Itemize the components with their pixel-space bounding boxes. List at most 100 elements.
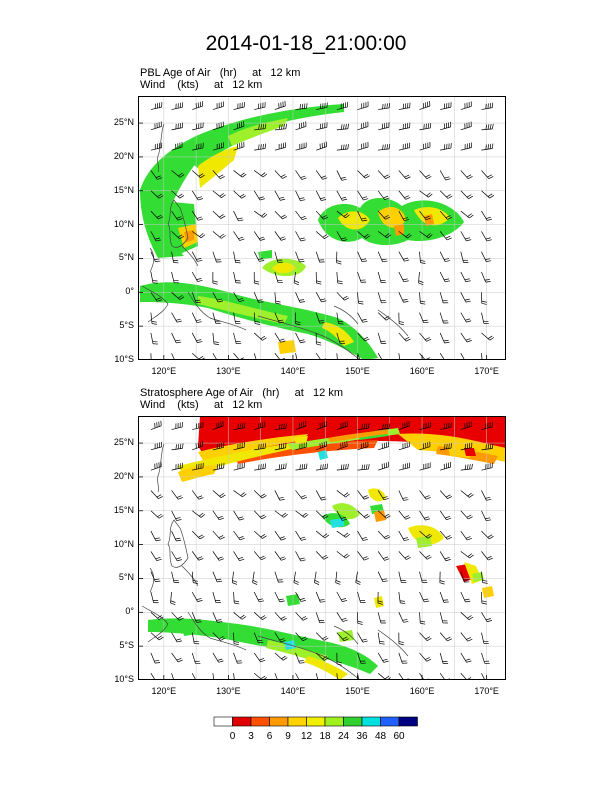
strat-wind-barb (419, 632, 432, 641)
strat-wind-barb (398, 673, 409, 680)
strat-lat-label: 15°N (113, 504, 134, 515)
strat-wind-barb (171, 612, 184, 621)
pbl-wind-barb (233, 312, 241, 325)
pbl-wind-barb (171, 251, 179, 264)
pbl-wind-barb (233, 190, 247, 199)
strat-wind-barb (419, 551, 432, 560)
pbl-lon-label: 130°E (216, 366, 241, 376)
pbl-wind-barb (398, 231, 412, 239)
strat-wind-barb (398, 421, 410, 430)
pbl-wind-barb (254, 102, 266, 110)
pbl-wind-barb (295, 121, 307, 131)
pbl-wind-barb (357, 292, 364, 305)
strat-wind-barb (439, 551, 451, 562)
pbl-wind-barb (419, 292, 426, 305)
strat-wind-barbs (150, 420, 494, 680)
strat-wind-barb (357, 632, 368, 643)
pbl-wind-barb (377, 170, 391, 179)
strat-wind-barb (150, 632, 164, 641)
strat-age-map (138, 416, 506, 680)
pbl-wind-barb (481, 102, 494, 110)
strat-wind-barb (419, 612, 426, 625)
strat-wind-barb (233, 462, 245, 471)
strat-wind-barb (191, 591, 203, 602)
strat-wind-barb (233, 422, 246, 430)
pbl-wind-barb (295, 142, 307, 151)
strat-wind-barb (398, 652, 408, 664)
pbl-wind-barb (274, 292, 281, 305)
strat-wind-barb (316, 441, 327, 451)
colorbar-label: 0 (230, 731, 236, 742)
strat-wind-barb (191, 652, 201, 664)
colorbar-box (232, 716, 252, 727)
strat-lon-label: 150°E (345, 686, 370, 696)
pbl-wind-barb (191, 292, 202, 303)
pbl-lon-label: 170°E (474, 366, 499, 376)
colorbar-box (250, 716, 270, 727)
strat-wind-barb (316, 463, 329, 471)
strat-wind-barb (336, 421, 348, 430)
pbl-wind-barb (233, 251, 241, 264)
pbl-wind-barb (171, 190, 185, 199)
strat-wind-barb (357, 423, 370, 430)
strat-wind-barb (439, 652, 449, 664)
pbl-wind-barb (233, 332, 242, 345)
colorbar-box (213, 716, 233, 727)
strat-wind-barb (253, 530, 267, 539)
strat-wind-barb (274, 442, 287, 451)
pbl-wind-barb (295, 353, 298, 360)
strat-wind-barb (295, 442, 307, 451)
strat-wind-barb (212, 551, 224, 561)
strat-wind-barb (274, 591, 285, 603)
strat-wind-barb (233, 530, 245, 541)
pbl-wind-barb (150, 210, 164, 220)
strat-wind-barb (419, 571, 428, 583)
pbl-wind-barb (481, 292, 487, 305)
strat-wind-barb (315, 490, 327, 501)
pbl-wind-barb (192, 231, 206, 239)
strat-wind-barb (439, 530, 453, 540)
colorbar-boxes (213, 716, 418, 727)
strat-wind-barb (191, 612, 202, 623)
pbl-wind-barb (357, 353, 361, 360)
strat-wind-barb (295, 510, 309, 518)
pbl-wind-barb (274, 142, 286, 151)
strat-wind-barb (274, 423, 287, 430)
pbl-wind-barb (439, 271, 451, 283)
strat-wind-barb (460, 442, 473, 451)
strat-wind-barb (315, 591, 326, 603)
strat-wind-barb (377, 530, 391, 540)
strat-wind-barb (315, 632, 329, 641)
pbl-wind-barb (336, 353, 338, 360)
pbl-wind-barb (191, 190, 204, 201)
pbl-wind-barb (212, 101, 224, 110)
strat-wind-barb (254, 421, 266, 430)
strat-wind-barb (439, 510, 452, 521)
strat-wind-barb (171, 652, 183, 663)
strat-wind-barb (212, 571, 223, 583)
strat-wind-barb (150, 441, 162, 451)
strat-wind-barb (336, 591, 348, 602)
strat-wind-barb (295, 463, 308, 471)
pbl-wind-barb (419, 251, 426, 264)
colorbar-box (343, 716, 363, 727)
pbl-lat-label: 10°N (113, 218, 134, 229)
strat-wind-barb (233, 591, 240, 605)
colorbar-label: 6 (267, 731, 273, 742)
pbl-wind-barb (460, 312, 472, 323)
pbl-wind-barb (274, 170, 287, 179)
pbl-wind-barb (171, 312, 182, 323)
pbl-wind-barb (253, 251, 265, 262)
strat-wind-barb (419, 652, 432, 662)
colorbar-labels: 0 3 6 9 12 18 24 36 48 60 (230, 731, 405, 742)
strat-wind-barb (419, 530, 433, 539)
strat-wind-barb (171, 443, 184, 451)
pbl-wind-barb (460, 292, 471, 303)
strat-wind-barb (481, 591, 487, 605)
strat-wind-barb (233, 510, 245, 521)
pbl-wind-barb (295, 103, 308, 110)
pbl-wind-barb (439, 332, 450, 344)
pbl-wind-barb (253, 332, 267, 341)
pbl-wind-barb (377, 190, 390, 201)
strat-lon-label: 160°E (409, 686, 435, 696)
